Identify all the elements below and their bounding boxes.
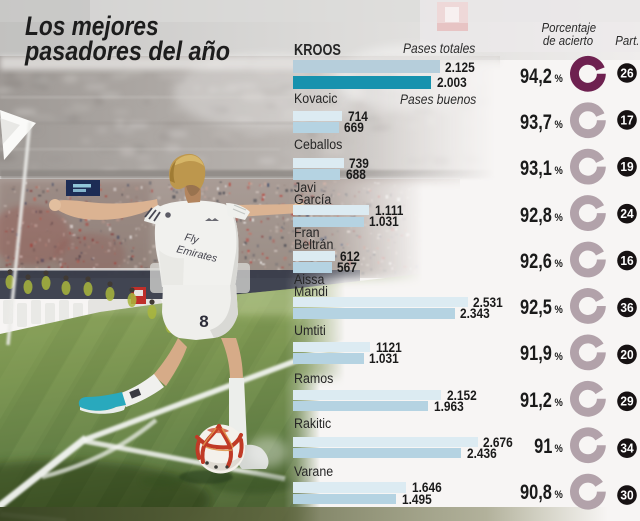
svg-text:30: 30	[620, 488, 633, 503]
svg-text:34: 34	[620, 441, 633, 456]
svg-text:17: 17	[620, 113, 633, 128]
svg-text:16: 16	[620, 254, 633, 269]
svg-text:20: 20	[620, 347, 633, 362]
svg-text:36: 36	[620, 300, 633, 315]
svg-text:26: 26	[620, 66, 633, 81]
svg-text:8: 8	[199, 312, 208, 331]
svg-text:19: 19	[620, 160, 633, 175]
svg-text:29: 29	[620, 394, 633, 409]
svg-text:Fly: Fly	[183, 231, 200, 246]
svg-text:24: 24	[620, 207, 633, 222]
